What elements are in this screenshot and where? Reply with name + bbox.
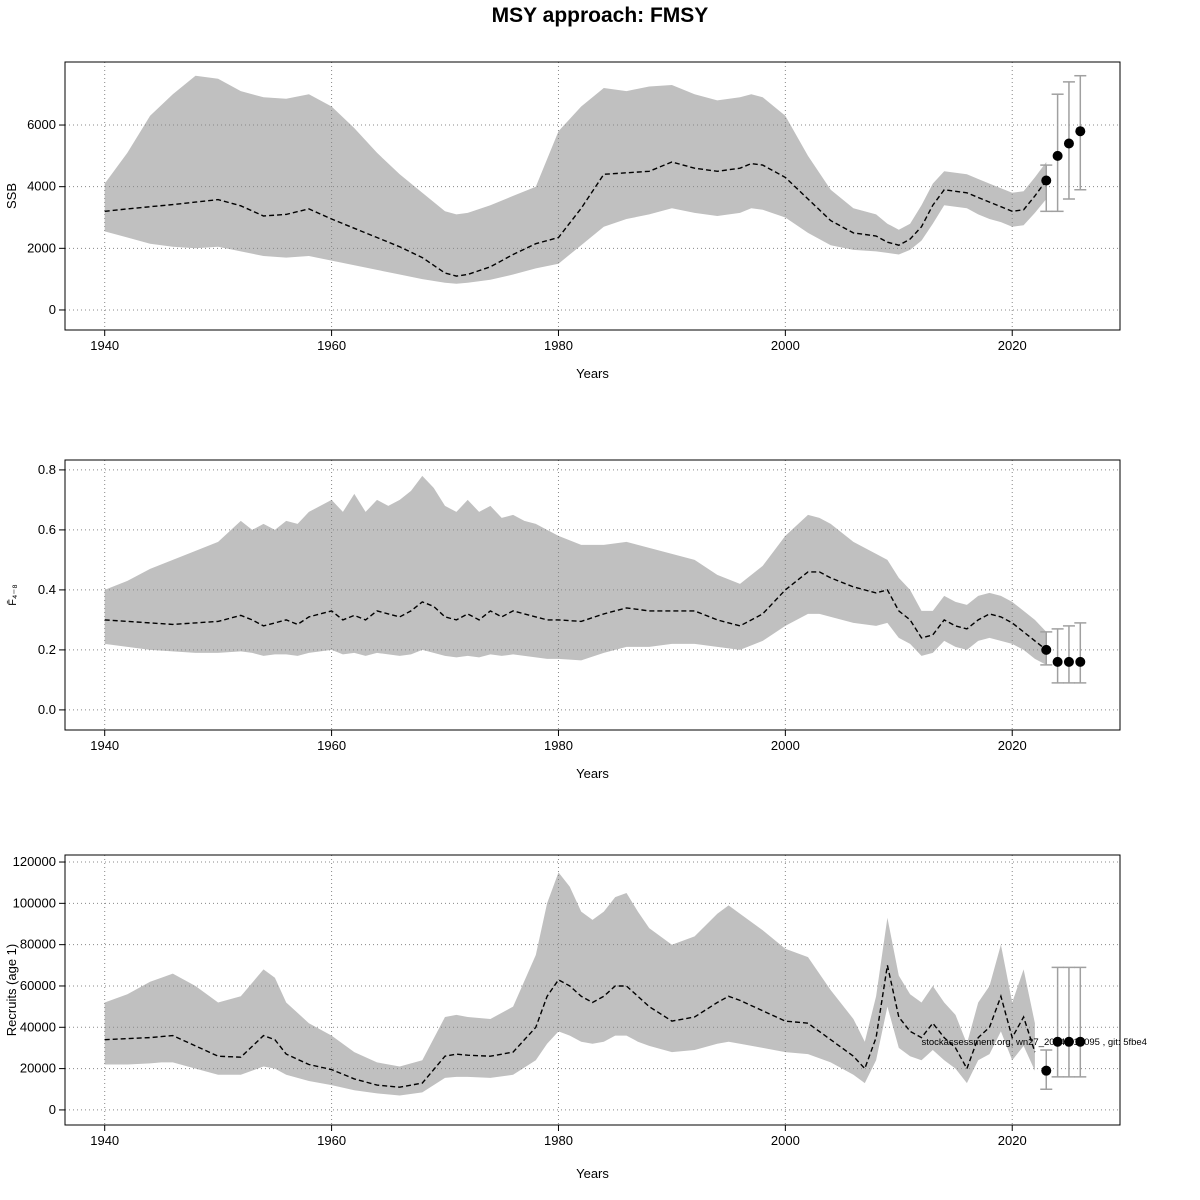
y-axis-title: Recruits (age 1) <box>4 944 19 1036</box>
x-tick-label: 1940 <box>90 1133 119 1148</box>
plot-title: MSY approach: FMSY <box>491 4 709 27</box>
x-tick-label: 1960 <box>317 338 346 353</box>
forecast-point <box>1075 656 1086 667</box>
y-axis-title: F̄₄₋₈ <box>6 584 19 606</box>
recruits-confidence-band <box>104 872 1035 1096</box>
y-tick-label: 40000 <box>20 1019 56 1034</box>
forecast-point <box>1063 656 1074 667</box>
x-tick-label: 2000 <box>771 738 800 753</box>
forecast-point <box>1063 1036 1074 1047</box>
y-tick-label: 0.0 <box>38 702 56 717</box>
y-tick-label: 0 <box>49 1102 56 1117</box>
y-tick-label: 0.6 <box>38 522 56 537</box>
forecast-point <box>1052 656 1063 667</box>
x-tick-label: 1960 <box>317 738 346 753</box>
y-tick-label: 0 <box>49 302 56 317</box>
x-axis-title: Years <box>576 766 609 781</box>
ssb-median-line <box>104 161 1047 277</box>
plot-border <box>64 459 1121 731</box>
forecast-point <box>1041 644 1052 655</box>
forecast-point <box>1075 1036 1086 1047</box>
y-tick-label: 0.8 <box>38 462 56 477</box>
x-tick-label: 2020 <box>998 1133 1027 1148</box>
y-tick-label: 80000 <box>20 937 56 952</box>
x-axis-title: Years <box>576 1166 609 1181</box>
x-tick-label: 2020 <box>998 738 1027 753</box>
x-tick-label: 1960 <box>317 1133 346 1148</box>
y-tick-label: 4000 <box>27 179 56 194</box>
forecast-point <box>1041 1065 1052 1076</box>
x-tick-label: 1980 <box>544 738 573 753</box>
watermark: stockassessment.org, wn27_2024, r18095 ,… <box>921 1037 1147 1048</box>
x-tick-label: 2020 <box>998 338 1027 353</box>
y-tick-label: 60000 <box>20 978 56 993</box>
y-tick-label: 0.2 <box>38 642 56 657</box>
forecast-point <box>1075 126 1086 137</box>
y-tick-label: 6000 <box>27 117 56 132</box>
y-tick-label: 120000 <box>13 854 56 869</box>
fbar-chart: 1940 1960 1980 2000 2020 0.0 0.2 0.4 0.6 0.8 Years… <box>6 459 1121 781</box>
forecast-point <box>1052 150 1063 161</box>
y-tick-label: 100000 <box>13 895 56 910</box>
x-tick-label: 1980 <box>544 1133 573 1148</box>
y-tick-label: 0.4 <box>38 582 56 597</box>
recruits-median-line <box>104 965 1036 1088</box>
x-tick-label: 2000 <box>771 338 800 353</box>
y-tick-label: 2000 <box>27 240 56 255</box>
plot-border <box>64 61 1121 331</box>
ssb-chart: 1940 1960 1980 2000 2020 0 2000 4000 6000 Years SS… <box>4 61 1121 381</box>
x-axis-title: Years <box>576 366 609 381</box>
plot-border <box>64 854 1121 1126</box>
recruits-chart: stockassessment.org, wn27_2024, r18095 ,… <box>4 854 1147 1181</box>
forecast-point <box>1063 138 1074 149</box>
ssb-confidence-band <box>104 75 1047 284</box>
x-tick-label: 1980 <box>544 338 573 353</box>
forecast-point <box>1041 175 1052 186</box>
y-axis-title: SSB <box>4 183 19 209</box>
fbar-confidence-band <box>104 475 1047 665</box>
y-tick-label: 20000 <box>20 1061 56 1076</box>
fbar-median-line <box>104 571 1047 651</box>
forecast-point <box>1052 1036 1063 1047</box>
x-tick-label: 1940 <box>90 338 119 353</box>
x-tick-label: 1940 <box>90 738 119 753</box>
x-tick-label: 2000 <box>771 1133 800 1148</box>
